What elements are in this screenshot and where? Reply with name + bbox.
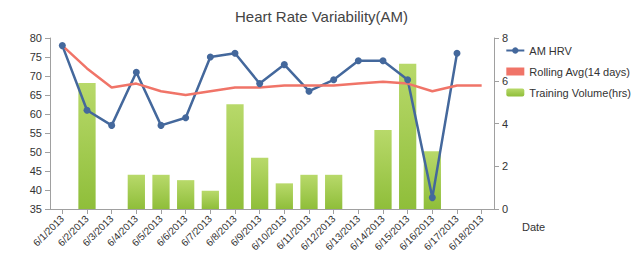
svg-text:Date: Date [522, 221, 545, 233]
svg-text:55: 55 [30, 127, 42, 139]
svg-text:6/17/2013: 6/17/2013 [421, 213, 461, 253]
svg-text:Training Volume(hrs): Training Volume(hrs) [529, 87, 631, 99]
svg-text:6/7/2013: 6/7/2013 [179, 213, 215, 249]
svg-text:Rolling Avg(14 days): Rolling Avg(14 days) [529, 66, 630, 78]
svg-text:6/15/2013: 6/15/2013 [372, 213, 412, 253]
svg-text:6/3/2013: 6/3/2013 [80, 213, 116, 249]
svg-text:4: 4 [502, 118, 508, 130]
svg-text:6/5/2013: 6/5/2013 [129, 213, 165, 249]
svg-text:65: 65 [30, 89, 42, 101]
svg-text:AM HRV: AM HRV [529, 45, 572, 57]
svg-text:6/4/2013: 6/4/2013 [105, 213, 141, 249]
svg-text:6: 6 [502, 75, 508, 87]
svg-text:60: 60 [30, 108, 42, 120]
svg-text:6/11/2013: 6/11/2013 [274, 213, 313, 252]
svg-text:6/6/2013: 6/6/2013 [154, 213, 190, 249]
svg-text:6/2/2013: 6/2/2013 [55, 213, 91, 249]
svg-text:80: 80 [30, 32, 42, 44]
svg-text:6/1/2013: 6/1/2013 [31, 213, 67, 249]
svg-text:6/9/2013: 6/9/2013 [228, 213, 264, 249]
svg-text:6/8/2013: 6/8/2013 [203, 213, 239, 249]
svg-text:Heart Rate Variability(AM): Heart Rate Variability(AM) [235, 8, 408, 25]
svg-text:8: 8 [502, 32, 508, 44]
svg-text:6/18/2013: 6/18/2013 [446, 213, 486, 253]
svg-text:6/10/2013: 6/10/2013 [249, 213, 289, 253]
svg-text:35: 35 [30, 203, 42, 215]
svg-text:45: 45 [30, 165, 42, 177]
svg-text:6/16/2013: 6/16/2013 [397, 213, 437, 253]
svg-text:50: 50 [30, 146, 42, 158]
svg-text:40: 40 [30, 184, 42, 196]
svg-text:75: 75 [30, 51, 42, 63]
svg-text:2: 2 [502, 160, 508, 172]
svg-text:70: 70 [30, 70, 42, 82]
svg-text:6/13/2013: 6/13/2013 [323, 213, 363, 253]
svg-text:0: 0 [502, 203, 508, 215]
svg-text:6/12/2013: 6/12/2013 [298, 213, 338, 253]
svg-text:6/14/2013: 6/14/2013 [347, 213, 387, 253]
